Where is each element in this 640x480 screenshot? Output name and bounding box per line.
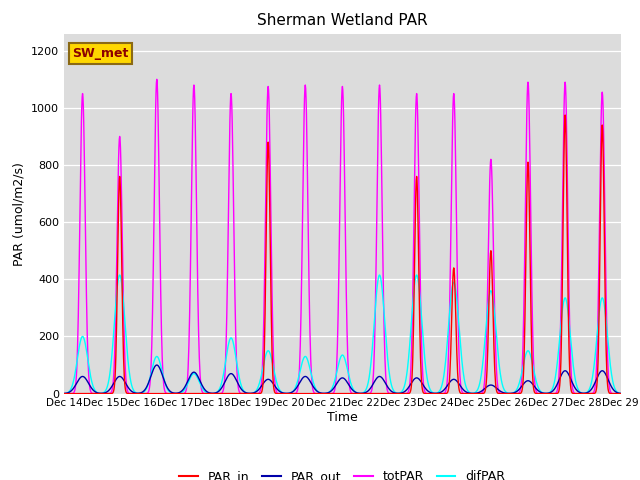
Legend: PAR_in, PAR_out, totPAR, difPAR: PAR_in, PAR_out, totPAR, difPAR	[174, 465, 511, 480]
PAR_out	[551, 386, 559, 392]
Y-axis label: PAR (umol/m2/s): PAR (umol/m2/s)	[12, 162, 26, 265]
difPAR	[60, 391, 68, 396]
PAR_out	[184, 377, 192, 383]
Line: PAR_in: PAR_in	[64, 115, 620, 394]
Text: SW_met: SW_met	[72, 47, 129, 60]
difPAR	[184, 380, 192, 386]
totPAR	[184, 365, 192, 371]
Line: totPAR: totPAR	[64, 79, 620, 394]
PAR_in	[561, 112, 569, 118]
PAR_in	[429, 391, 436, 396]
PAR_in	[60, 391, 68, 396]
totPAR	[616, 391, 624, 396]
difPAR	[502, 389, 510, 395]
PAR_out	[60, 391, 68, 396]
difPAR	[172, 391, 180, 396]
PAR_out	[153, 362, 161, 368]
PAR_in	[616, 391, 624, 396]
PAR_out	[616, 391, 624, 396]
difPAR	[429, 390, 437, 396]
PAR_out	[429, 390, 436, 396]
Title: Sherman Wetland PAR: Sherman Wetland PAR	[257, 13, 428, 28]
PAR_in	[184, 391, 191, 396]
difPAR	[551, 376, 559, 382]
totPAR	[502, 391, 509, 396]
PAR_in	[170, 391, 178, 396]
difPAR	[616, 391, 624, 396]
PAR_out	[171, 390, 179, 396]
difPAR	[170, 391, 178, 396]
totPAR	[60, 391, 68, 396]
totPAR	[551, 391, 559, 396]
PAR_in	[246, 391, 254, 396]
difPAR	[413, 272, 420, 278]
PAR_in	[190, 391, 198, 396]
totPAR	[429, 391, 436, 396]
totPAR	[171, 391, 179, 396]
difPAR	[246, 391, 254, 396]
Line: PAR_out: PAR_out	[64, 365, 620, 394]
PAR_out	[246, 390, 254, 396]
X-axis label: Time: Time	[327, 411, 358, 424]
totPAR	[153, 76, 161, 82]
Line: difPAR: difPAR	[64, 275, 620, 394]
PAR_out	[502, 390, 509, 396]
totPAR	[246, 391, 254, 396]
PAR_in	[502, 391, 509, 396]
PAR_in	[551, 391, 559, 396]
